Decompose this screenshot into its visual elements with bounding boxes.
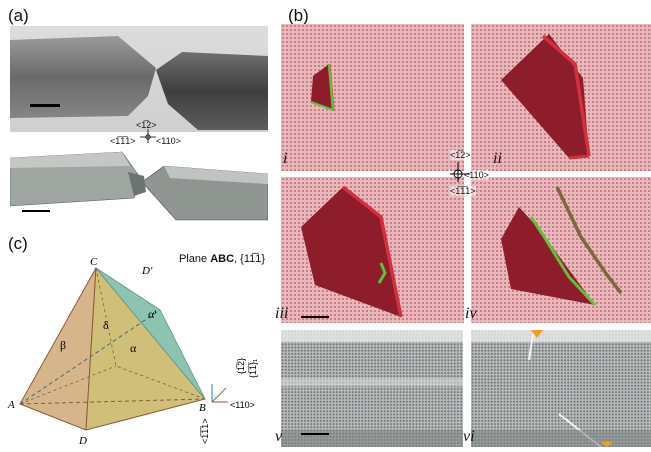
scale-bar-iii — [301, 316, 329, 318]
tetrahedron-diagram: A B C D D' α β δ α' {1̅2} {1̅1̅}₁ <110> … — [7, 256, 258, 447]
subpanel-v: v — [275, 330, 463, 447]
subpanel-vi: vi — [463, 330, 651, 448]
b-axis-top: <1̅2> — [450, 150, 471, 160]
md-nanowire-render — [9, 140, 269, 222]
md-scale-bar — [22, 210, 50, 212]
md-right-wire-top — [164, 166, 268, 184]
vertex-B: B — [199, 402, 206, 414]
subpanel-label-ii: ii — [493, 150, 502, 167]
plane-title-prefix: Plane — [179, 253, 211, 265]
subpanel-i: i — [281, 24, 464, 171]
tem-nanowire-image — [10, 36, 268, 130]
face-left — [19, 267, 97, 431]
sim-wire-vi — [471, 330, 651, 448]
orange-arrow-top-icon — [531, 330, 543, 338]
crack-iii — [301, 185, 403, 318]
vertex-D: D — [78, 435, 87, 447]
subpanel-iv: iv — [465, 177, 651, 323]
axis-c-a4: <1̅1̅1> — [200, 418, 210, 444]
subpanel-label-vi: vi — [463, 428, 475, 445]
subpanel-label-iii: iii — [275, 305, 289, 322]
panel-b-axes: <1̅2> <110> <1̅1̅1> — [436, 150, 500, 206]
right-wire-fragment — [156, 52, 268, 130]
vertex-C: C — [90, 256, 98, 268]
subpanel-label-i: i — [283, 150, 288, 167]
md-neck — [128, 172, 146, 196]
orange-arrow-bottom-icon — [601, 442, 613, 447]
crack-iv — [501, 186, 623, 307]
axis-triad — [211, 384, 228, 403]
vertex-A: A — [7, 399, 15, 411]
b-axis-bottom: <1̅1̅1> — [450, 186, 476, 196]
md-nanowire-svg — [9, 151, 269, 221]
axis-c-a1: {1̅2} — [236, 358, 246, 374]
angle-beta: β — [60, 338, 66, 352]
crack-i — [310, 63, 335, 112]
subpanel-ii: ii — [471, 24, 651, 171]
tem-scale-bar — [30, 104, 60, 107]
subpanel-iii: iii — [275, 177, 464, 323]
axis-label-right: <110> — [156, 136, 181, 146]
plane-title-abc: ABC — [210, 253, 235, 265]
tem-micrograph — [10, 26, 268, 132]
panel-c-label: (c) — [8, 234, 28, 253]
vertex-Dprime: D' — [141, 265, 153, 277]
left-wire-fragment — [10, 36, 156, 118]
panel-a-label: (a) — [8, 6, 29, 25]
panel-b-label: (b) — [288, 6, 309, 25]
panel-c-title: Plane ABC, {11̅1} — [179, 253, 265, 265]
sim-wire-v — [281, 330, 463, 447]
subpanel-label-v: v — [275, 428, 283, 445]
crack-ii — [501, 34, 591, 160]
axis-c-a3: <110> — [230, 400, 255, 410]
face-back-right — [96, 268, 205, 399]
panel-a-axes: <1̅2> <1̅1̅1> <110> — [110, 120, 200, 154]
axis-label-left: <1̅1̅1> — [110, 136, 136, 146]
axis-label-top: <1̅2> — [136, 120, 157, 130]
angle-alpha-prime: α' — [148, 307, 156, 321]
plane-title-family: , {11̅1} — [234, 253, 266, 265]
axis-c-a2: {1̅1̅}₁ — [248, 359, 258, 378]
face-front — [85, 266, 206, 431]
dashed-edges — [19, 309, 161, 405]
angle-alpha: α — [130, 341, 137, 355]
b-axis-cross-icon — [450, 162, 470, 182]
angle-delta: δ — [103, 318, 109, 332]
b-axis-right: <110> — [464, 170, 489, 180]
scale-bar-v — [301, 433, 329, 435]
md-left-wire-top — [10, 152, 130, 168]
axis-cross-icon — [140, 129, 156, 143]
subpanel-label-iv: iv — [465, 305, 477, 322]
